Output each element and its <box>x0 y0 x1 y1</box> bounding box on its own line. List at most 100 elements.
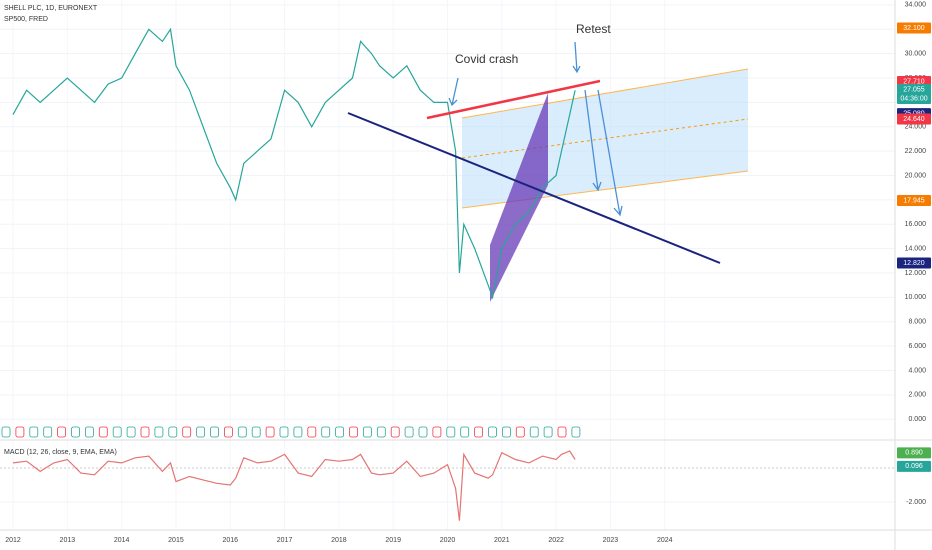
event-icon <box>168 426 178 438</box>
price-label: 12.820 <box>903 260 925 267</box>
event-icon <box>182 426 192 438</box>
arrow <box>597 89 623 217</box>
event-icon <box>446 426 456 438</box>
x-tick-label: 2019 <box>385 537 401 544</box>
price-label-bg <box>897 447 931 459</box>
price-label: 32.100 <box>903 25 925 32</box>
y-tick-label: 14.000 <box>905 245 927 252</box>
event-icon <box>529 426 539 438</box>
price-label-bg <box>897 84 931 105</box>
x-tick-label: 2021 <box>494 537 510 544</box>
y-tick-label: 0.000 <box>908 416 926 423</box>
event-icon <box>557 426 567 438</box>
price-label-bg <box>897 460 931 472</box>
trend-line <box>347 112 721 264</box>
x-tick-label: 2013 <box>60 537 76 544</box>
resistance-line <box>426 79 601 120</box>
x-tick-label: 2024 <box>657 537 673 544</box>
event-icon <box>251 426 261 438</box>
event-icon <box>488 426 497 438</box>
price-label: 27.055 <box>903 86 925 93</box>
event-icon <box>543 426 553 438</box>
event-icons <box>1 426 581 438</box>
price-label-bg <box>897 257 931 269</box>
event-icon <box>474 426 484 438</box>
chart-subtitle: SP500, FRED <box>4 16 48 23</box>
event-icon <box>390 426 400 438</box>
event-icon <box>460 426 470 438</box>
event-icon <box>335 426 345 438</box>
event-icon <box>418 426 428 438</box>
event-icon <box>349 426 358 438</box>
y-tick-label: 22.000 <box>905 148 927 155</box>
indicator-label: MACD (12, 26, close, 9, EMA, EMA) <box>4 449 117 456</box>
event-icon <box>223 426 233 438</box>
x-tick-label: 2022 <box>548 537 564 544</box>
price-label: 0.096 <box>905 463 923 470</box>
x-tick-label: 2015 <box>168 537 184 544</box>
countdown: 04:36:00 <box>900 95 927 102</box>
annotation: Retest <box>576 22 611 36</box>
event-icon <box>210 426 219 438</box>
event-icon <box>98 426 108 438</box>
event-icon <box>126 426 136 438</box>
event-icon <box>432 426 442 438</box>
x-tick-label: 2014 <box>114 537 130 544</box>
chart-title: SHELL PLC, 1D, EURONEXT <box>4 5 98 12</box>
pattern <box>490 93 548 302</box>
price-label: 17.945 <box>903 197 925 204</box>
channel-top <box>461 68 749 119</box>
event-icon <box>43 426 53 438</box>
series-line <box>12 27 576 300</box>
grid <box>0 4 895 503</box>
y-tick-label: 2.000 <box>908 392 926 399</box>
x-tick-label: 2023 <box>603 537 619 544</box>
y-tick-label: 4.000 <box>908 367 926 374</box>
event-icon <box>15 426 25 438</box>
y-tick-label: 20.000 <box>905 172 927 179</box>
arrow <box>448 77 459 107</box>
event-icon <box>57 426 66 438</box>
event-icon <box>571 426 581 438</box>
event-icon <box>112 426 122 438</box>
event-icon <box>279 426 289 438</box>
event-icon <box>515 426 525 438</box>
event-icon <box>237 426 247 438</box>
arrows <box>448 41 623 217</box>
event-icon <box>501 426 511 438</box>
channel-mid <box>461 118 749 159</box>
x-tick-label: 2020 <box>440 537 456 544</box>
y-tick-label: 24.000 <box>905 124 927 131</box>
y-tick-label: 34.000 <box>905 2 927 9</box>
event-icon <box>85 426 94 438</box>
y-tick-label: 12.000 <box>905 270 927 277</box>
y-tick-label: 8.000 <box>908 319 926 326</box>
event-icon <box>29 426 39 438</box>
arrow <box>572 41 581 74</box>
y-tick-label: 30.000 <box>905 50 927 57</box>
y-tick-label: 6.000 <box>908 343 926 350</box>
y-tick-label: 16.000 <box>905 221 927 228</box>
event-icon <box>362 426 372 438</box>
price-label-bg <box>897 22 931 34</box>
event-icon <box>293 426 303 438</box>
price-label: 24.640 <box>903 116 925 123</box>
event-icon <box>140 426 150 438</box>
x-tick-label: 2017 <box>277 537 293 544</box>
y-tick-label: 10.000 <box>905 294 927 301</box>
x-tick-label: 2018 <box>331 537 347 544</box>
event-icon <box>154 426 164 438</box>
series-line <box>12 450 576 521</box>
event-icon <box>307 426 317 438</box>
event-icon <box>1 426 11 438</box>
price-label-bg <box>897 113 931 125</box>
x-tick-label: 2016 <box>222 537 238 544</box>
event-icon <box>376 426 386 438</box>
annotation: Covid crash <box>455 52 518 66</box>
arrow <box>584 89 602 192</box>
price-label: 27.710 <box>903 78 925 85</box>
event-icon <box>321 426 331 438</box>
x-tick-label: 2012 <box>5 537 21 544</box>
